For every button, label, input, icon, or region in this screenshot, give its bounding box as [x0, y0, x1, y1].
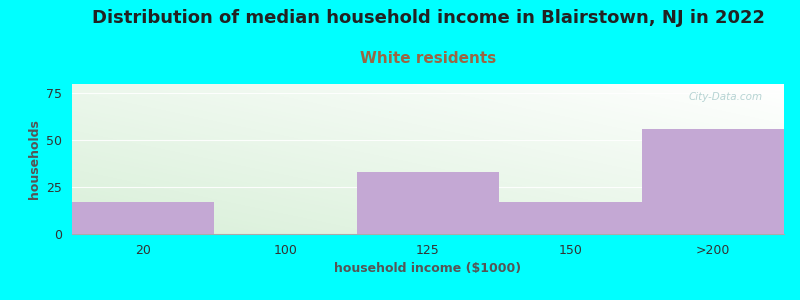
Text: City-Data.com: City-Data.com [689, 92, 762, 101]
Text: White residents: White residents [360, 51, 496, 66]
Bar [72, 202, 214, 234]
Bar [357, 172, 499, 234]
Bar [499, 202, 642, 234]
Bar [642, 129, 784, 234]
Text: Distribution of median household income in Blairstown, NJ in 2022: Distribution of median household income … [91, 9, 765, 27]
X-axis label: household income ($1000): household income ($1000) [334, 262, 522, 275]
Y-axis label: households: households [28, 119, 41, 199]
